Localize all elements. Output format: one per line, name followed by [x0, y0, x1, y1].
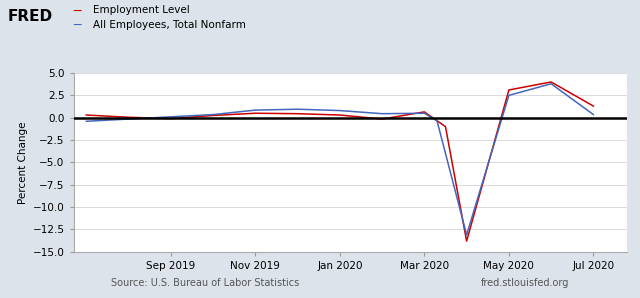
Text: FRED: FRED: [8, 9, 53, 24]
Text: Employment Level: Employment Level: [93, 5, 189, 15]
Text: All Employees, Total Nonfarm: All Employees, Total Nonfarm: [93, 20, 246, 30]
Text: ─: ─: [74, 19, 81, 32]
Y-axis label: Percent Change: Percent Change: [19, 121, 28, 204]
Text: Source: U.S. Bureau of Labor Statistics: Source: U.S. Bureau of Labor Statistics: [111, 278, 299, 288]
Text: ─: ─: [74, 4, 81, 18]
Text: fred.stlouisfed.org: fred.stlouisfed.org: [481, 278, 569, 288]
